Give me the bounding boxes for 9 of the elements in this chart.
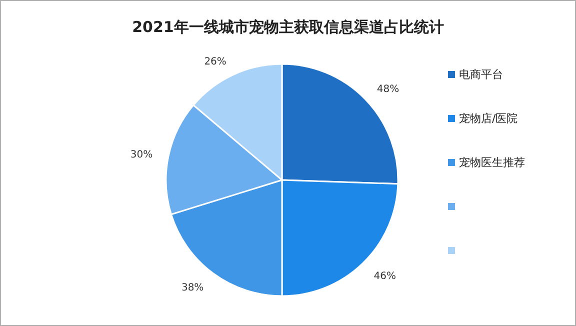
data-label: 38% <box>181 282 204 294</box>
legend-label: 宠物店/医院 <box>459 112 518 125</box>
data-label: 46% <box>374 270 396 282</box>
data-label: 48% <box>376 84 400 96</box>
chart-title: 2021年一线城市宠物主获取信息渠道占比统计 <box>132 18 444 36</box>
legend-label: 电商平台 <box>459 68 503 81</box>
legend-label: 宠物医生推荐 <box>459 156 525 169</box>
data-label: 30% <box>130 150 153 161</box>
data-label: 26% <box>204 56 226 68</box>
